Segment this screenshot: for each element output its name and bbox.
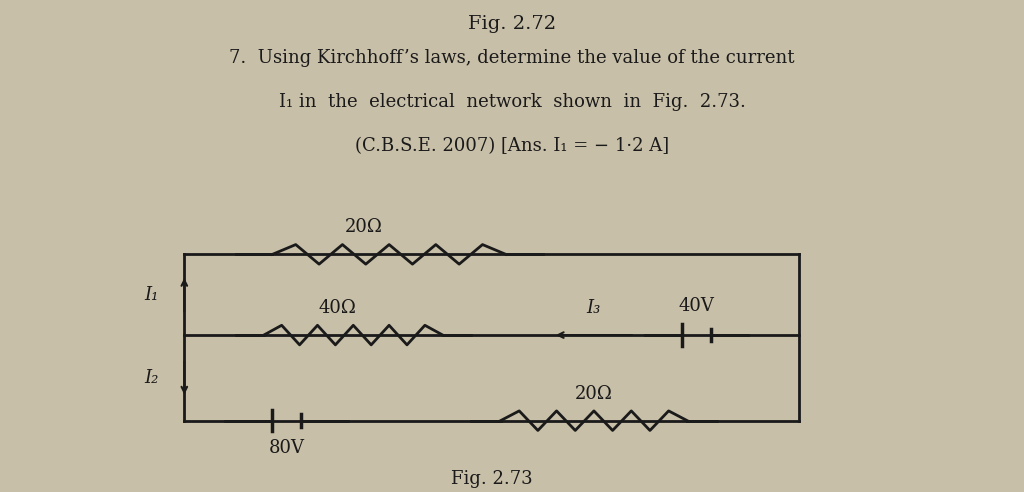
Text: 20Ω: 20Ω <box>575 385 612 403</box>
Text: 20Ω: 20Ω <box>345 218 382 237</box>
Text: I₂: I₂ <box>144 369 159 387</box>
Text: Fig. 2.72: Fig. 2.72 <box>468 15 556 32</box>
Text: I₃: I₃ <box>587 299 601 317</box>
Text: Fig. 2.73: Fig. 2.73 <box>451 469 532 488</box>
Text: 40V: 40V <box>678 297 715 315</box>
Text: 7.  Using Kirchhoff’s laws, determine the value of the current: 7. Using Kirchhoff’s laws, determine the… <box>229 49 795 67</box>
Text: 80V: 80V <box>268 438 305 457</box>
Text: 40Ω: 40Ω <box>319 299 356 317</box>
Text: I₁: I₁ <box>144 286 159 304</box>
Text: (C.B.S.E. 2007) [Ans. I₁ = − 1·2 A]: (C.B.S.E. 2007) [Ans. I₁ = − 1·2 A] <box>355 137 669 155</box>
Text: I₁ in  the  electrical  network  shown  in  Fig.  2.73.: I₁ in the electrical network shown in Fi… <box>279 93 745 111</box>
